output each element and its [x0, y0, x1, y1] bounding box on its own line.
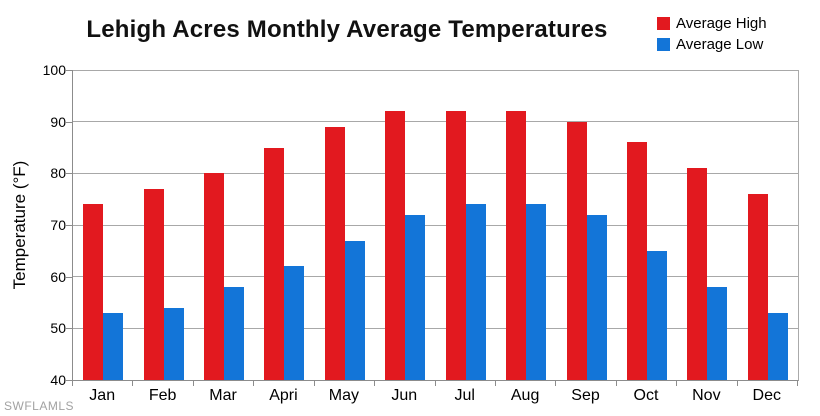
y-tick-label-50: 50	[50, 320, 66, 337]
bar-low-feb	[163, 307, 184, 380]
x-axis-label-dec: Dec	[752, 387, 781, 404]
x-tick-mark-8	[555, 381, 556, 386]
bar-high-jan	[83, 204, 104, 380]
x-tick-mark-11	[737, 381, 738, 386]
gridline-80	[73, 172, 798, 174]
legend: Average High Average Low	[657, 14, 767, 53]
legend-swatch-low-icon	[657, 37, 670, 51]
x-tick-mark-10	[676, 381, 677, 386]
y-tick-label-80: 80	[50, 165, 66, 182]
bar-high-mar	[204, 173, 225, 380]
bar-high-may	[324, 126, 345, 380]
x-tick-mark-3	[253, 381, 254, 386]
legend-swatch-high-icon	[657, 16, 670, 30]
bar-low-apri	[284, 266, 305, 380]
bar-low-oct	[646, 250, 667, 380]
x-tick-mark-1	[132, 381, 133, 386]
bar-low-jun	[405, 214, 426, 380]
bar-high-jun	[385, 111, 406, 380]
y-tick-label-70: 70	[50, 217, 66, 233]
gridline-90	[73, 121, 798, 123]
x-tick-mark-5	[374, 381, 375, 386]
x-axis-label-nov: Nov	[692, 387, 721, 404]
x-axis-label-aug: Aug	[510, 387, 540, 404]
bar-high-feb	[143, 188, 164, 380]
bar-high-jul	[445, 111, 466, 380]
plot-area	[72, 70, 799, 381]
y-tick-mark-50	[66, 328, 72, 330]
x-axis-label-oct: Oct	[633, 387, 659, 404]
bar-low-aug	[526, 204, 547, 380]
y-tick-mark-70	[66, 225, 72, 226]
x-tick-mark-6	[435, 381, 436, 386]
x-axis-label-jan: Jan	[89, 387, 116, 404]
gridline-50	[73, 327, 798, 329]
gridline-60	[73, 276, 798, 278]
bar-low-sep	[586, 214, 607, 380]
x-axis-label-apri: Apri	[269, 387, 298, 404]
x-tick-mark-4	[314, 381, 315, 386]
y-tick-mark-90	[66, 121, 72, 123]
x-tick-mark-7	[495, 381, 496, 386]
bar-high-sep	[566, 121, 587, 380]
legend-label-average-high: Average High	[676, 14, 767, 32]
watermark: SWFLAMLS	[4, 399, 75, 413]
bar-high-dec	[747, 194, 768, 380]
legend-label-average-low: Average Low	[676, 35, 764, 53]
y-tick-label-40: 40	[50, 372, 66, 388]
x-tick-mark-9	[616, 381, 617, 386]
bar-low-jul	[465, 204, 486, 380]
y-tick-mark-40	[66, 380, 72, 381]
x-tick-mark-2	[193, 381, 194, 386]
gridline-100	[73, 70, 798, 71]
legend-item-average-low: Average Low	[657, 35, 767, 53]
y-tick-label-90: 90	[50, 113, 66, 130]
x-axis-label-mar: Mar	[209, 387, 237, 404]
y-tick-label-60: 60	[50, 268, 66, 285]
bar-high-oct	[626, 142, 647, 380]
x-axis-label-jul: Jul	[454, 387, 475, 404]
x-axis-label-jun: Jun	[391, 387, 418, 404]
y-tick-mark-60	[66, 276, 72, 278]
bar-low-nov	[707, 287, 728, 380]
y-axis-title: Temperature (°F)	[10, 160, 29, 290]
bar-high-nov	[687, 168, 708, 380]
x-axis-label-may: May	[328, 387, 359, 404]
x-axis-label-feb: Feb	[148, 387, 177, 404]
gridline-70	[73, 224, 798, 226]
bar-low-may	[344, 240, 365, 380]
bar-low-dec	[767, 312, 788, 380]
x-tick-mark-0	[72, 381, 73, 386]
bar-high-aug	[506, 111, 527, 380]
bar-high-apri	[264, 147, 285, 380]
chart-title: Lehigh Acres Monthly Average Temperature…	[86, 16, 608, 43]
y-tick-mark-100	[66, 70, 72, 71]
y-tick-mark-80	[66, 173, 72, 175]
y-tick-label-100: 100	[42, 62, 66, 78]
legend-item-average-high: Average High	[657, 14, 767, 32]
bar-low-jan	[103, 312, 124, 380]
x-tick-mark-12	[797, 381, 798, 386]
bar-low-mar	[224, 287, 245, 380]
x-axis-label-sep: Sep	[571, 387, 600, 404]
